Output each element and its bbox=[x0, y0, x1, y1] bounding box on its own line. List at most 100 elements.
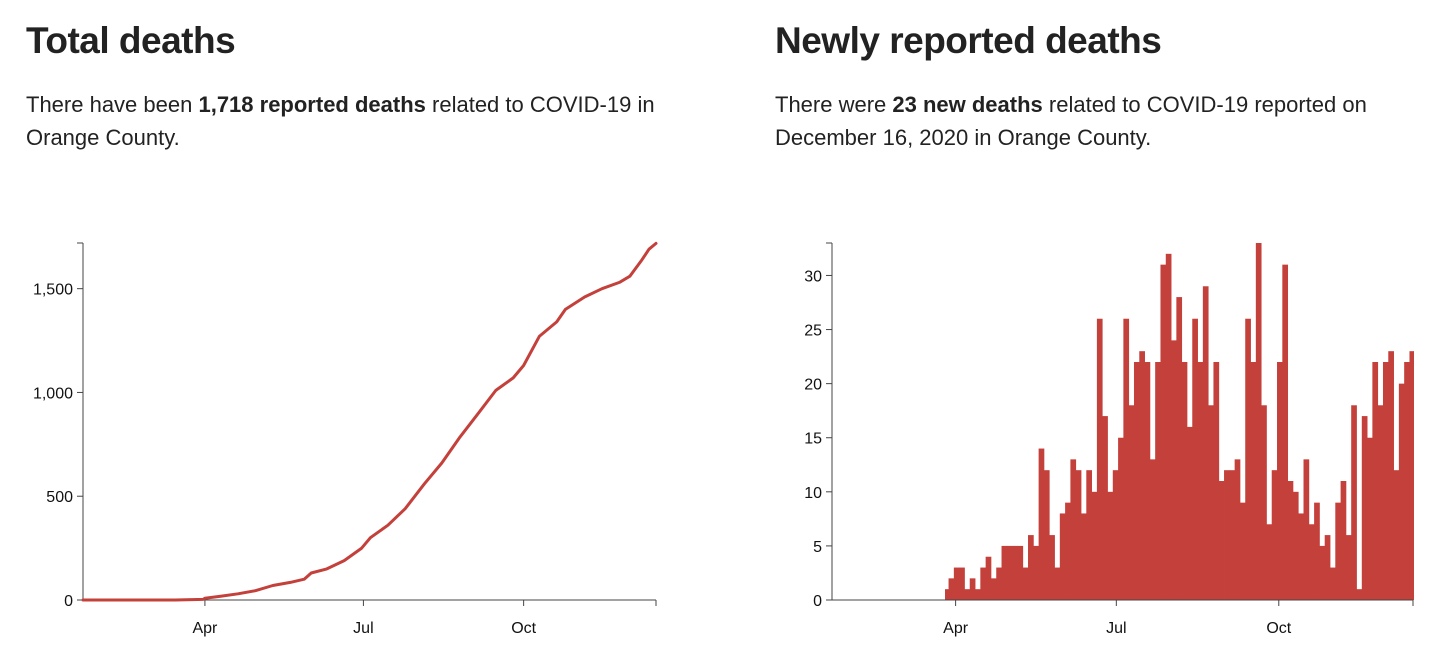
new-deaths-bar bbox=[1239, 502, 1246, 600]
new-deaths-bar bbox=[1319, 545, 1326, 600]
new-deaths-bar bbox=[1038, 448, 1045, 600]
new-deaths-bar bbox=[1155, 362, 1161, 600]
new-deaths-bar bbox=[964, 589, 971, 600]
new-deaths-bar bbox=[1250, 362, 1257, 600]
new-deaths-bar bbox=[1218, 481, 1225, 600]
new-deaths-bar bbox=[959, 567, 965, 600]
new-deaths-bar bbox=[1340, 481, 1347, 600]
y-tick-label: 20 bbox=[804, 377, 822, 394]
new-deaths-bar bbox=[1413, 351, 1414, 600]
new-deaths-bar bbox=[1091, 491, 1098, 600]
new-deaths-bar bbox=[1186, 426, 1193, 600]
new-deaths-bar bbox=[1112, 470, 1119, 600]
new-deaths-description: There were 23 new deaths related to COVI… bbox=[775, 92, 1367, 150]
new-deaths-bar bbox=[1277, 362, 1283, 600]
new-deaths-bar bbox=[1102, 416, 1108, 600]
new-deaths-bar bbox=[990, 578, 997, 600]
new-deaths-bar bbox=[1096, 318, 1103, 600]
new-deaths-count: 23 new deaths bbox=[892, 92, 1043, 117]
new-deaths-bar bbox=[1404, 362, 1410, 600]
new-deaths-bar bbox=[1165, 253, 1172, 600]
y-tick-label: 15 bbox=[804, 431, 822, 448]
new-deaths-bar bbox=[1224, 470, 1230, 600]
new-deaths-bar bbox=[1128, 405, 1135, 600]
new-deaths-bar bbox=[1314, 502, 1320, 600]
new-deaths-bar bbox=[1282, 264, 1289, 600]
total-deaths-description: There have been 1,718 reported deaths re… bbox=[26, 92, 655, 150]
new-deaths-bar bbox=[1059, 513, 1066, 600]
new-deaths-bar bbox=[1176, 297, 1183, 600]
new-deaths-bar bbox=[1149, 459, 1156, 600]
new-deaths-bar bbox=[1255, 243, 1262, 600]
new-deaths-bar bbox=[1022, 567, 1029, 600]
y-tick-label: 5 bbox=[813, 539, 822, 556]
new-deaths-bar bbox=[945, 589, 949, 600]
new-deaths-bar bbox=[1086, 470, 1092, 600]
new-deaths-bar bbox=[1245, 318, 1251, 600]
new-deaths-bar bbox=[1017, 545, 1024, 600]
y-tick-label: 500 bbox=[46, 489, 73, 506]
new-deaths-bar bbox=[1171, 340, 1177, 600]
y-tick-label: 1,500 bbox=[33, 282, 73, 299]
new-deaths-bar bbox=[1028, 535, 1034, 600]
new-deaths-bar bbox=[1382, 362, 1389, 600]
new-deaths-bar bbox=[1006, 545, 1013, 600]
new-deaths-bar bbox=[1144, 362, 1151, 600]
new-deaths-bar bbox=[1234, 459, 1241, 600]
new-deaths-bar bbox=[1298, 513, 1304, 600]
new-deaths-bar bbox=[1367, 437, 1373, 600]
new-deaths-bar bbox=[1303, 459, 1310, 600]
y-tick-label: 0 bbox=[64, 593, 73, 610]
new-deaths-bar bbox=[975, 589, 981, 600]
new-deaths-bar bbox=[1377, 405, 1384, 600]
y-tick-label: 10 bbox=[804, 485, 822, 502]
new-deaths-title: Newly reported deaths bbox=[775, 20, 1162, 61]
new-deaths-bar bbox=[1043, 470, 1050, 600]
new-deaths-bar bbox=[1197, 362, 1204, 600]
new-deaths-bar bbox=[1213, 362, 1220, 600]
new-deaths-bar bbox=[1107, 491, 1114, 600]
y-tick-label: 0 bbox=[813, 593, 822, 610]
new-deaths-bar bbox=[1229, 470, 1236, 600]
new-deaths-bar bbox=[1181, 362, 1188, 600]
new-deaths-bar bbox=[980, 567, 987, 600]
new-deaths-bar bbox=[1292, 491, 1299, 600]
total-deaths-line bbox=[81, 241, 658, 602]
new-deaths-bar bbox=[1361, 416, 1368, 600]
x-tick-label: Apr bbox=[192, 620, 218, 637]
new-deaths-bar bbox=[1202, 286, 1209, 600]
new-deaths-bar bbox=[996, 567, 1002, 600]
total-deaths-count: 1,718 reported deaths bbox=[198, 92, 426, 117]
new-deaths-bar bbox=[1266, 524, 1273, 600]
new-deaths-bar bbox=[1133, 362, 1140, 600]
new-deaths-bar bbox=[1271, 470, 1278, 600]
new-deaths-bar bbox=[1261, 405, 1267, 600]
x-tick-label: Apr bbox=[943, 620, 969, 637]
new-deaths-bar bbox=[1409, 351, 1414, 600]
x-tick-label: Jul bbox=[1106, 620, 1126, 637]
new-deaths-bar bbox=[1356, 589, 1363, 600]
new-deaths-bar bbox=[1335, 502, 1341, 600]
new-deaths-bar bbox=[1330, 567, 1336, 600]
new-deaths-bar bbox=[1123, 318, 1130, 600]
new-deaths-bar bbox=[1308, 524, 1315, 600]
new-deaths-bar bbox=[985, 556, 992, 600]
new-deaths-bar bbox=[1351, 405, 1357, 600]
new-deaths-bar bbox=[1012, 545, 1018, 600]
new-deaths-bar bbox=[1139, 351, 1145, 600]
x-tick-label: Oct bbox=[511, 620, 536, 637]
new-deaths-bar bbox=[1287, 481, 1294, 600]
new-deaths-bar bbox=[1081, 513, 1087, 600]
new-deaths-bar bbox=[1324, 535, 1331, 600]
new-deaths-bar bbox=[953, 567, 960, 600]
new-deaths-bar bbox=[1345, 535, 1352, 600]
new-deaths-bar bbox=[1033, 545, 1040, 600]
y-tick-label: 1,000 bbox=[33, 385, 73, 402]
new-deaths-bar bbox=[1160, 264, 1167, 600]
new-deaths-bar bbox=[948, 578, 955, 600]
new-deaths-bar bbox=[1075, 470, 1082, 600]
new-deaths-bar bbox=[1001, 545, 1008, 600]
new-deaths-bar bbox=[1372, 362, 1379, 600]
new-deaths-bar bbox=[1393, 470, 1400, 600]
